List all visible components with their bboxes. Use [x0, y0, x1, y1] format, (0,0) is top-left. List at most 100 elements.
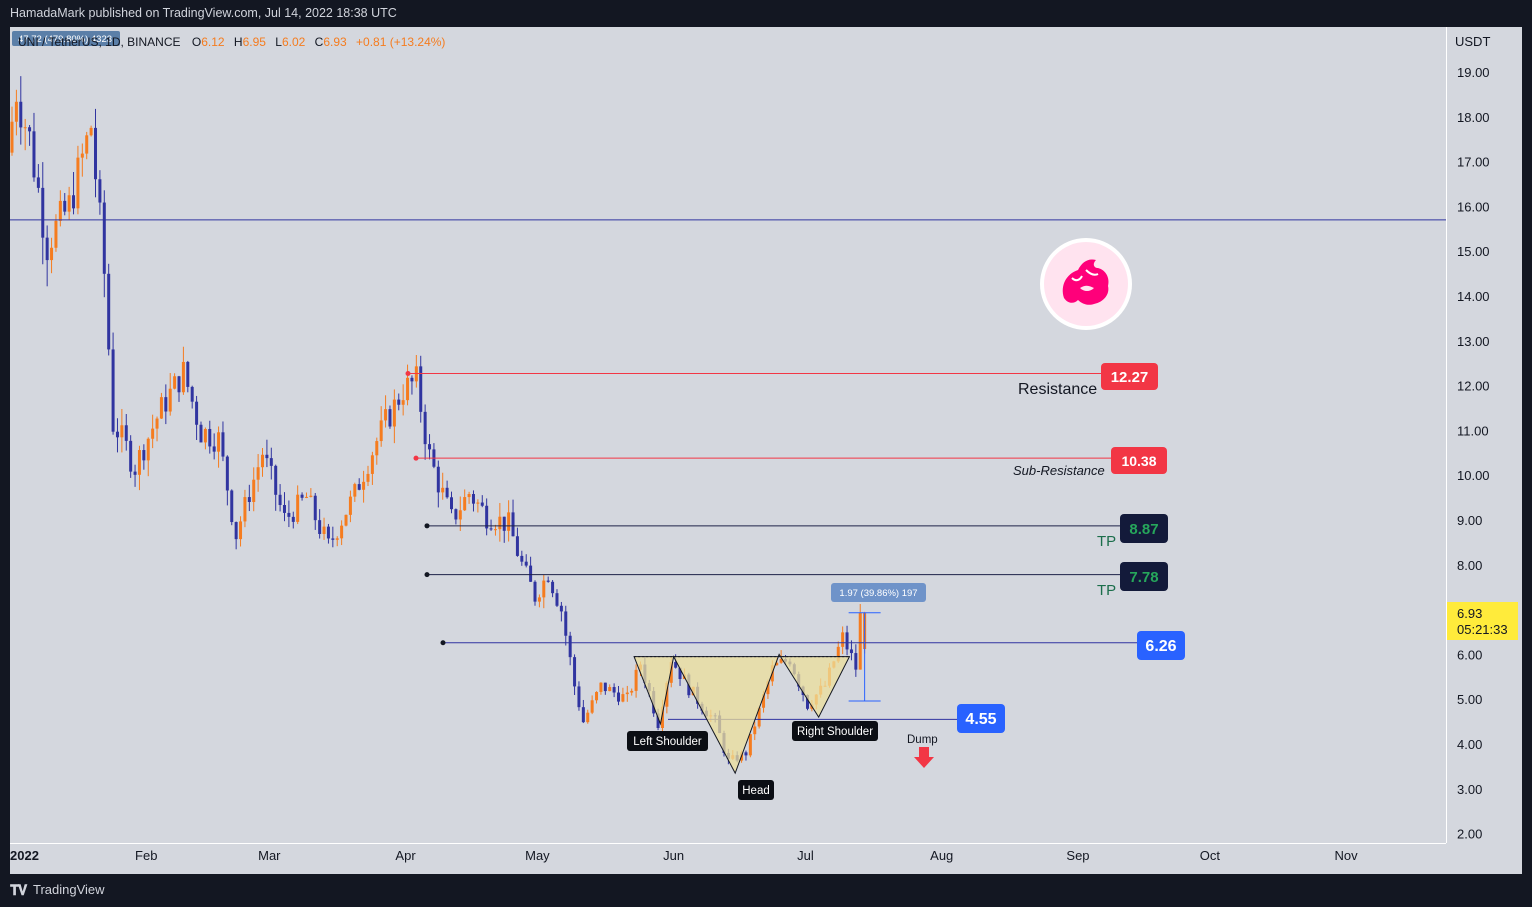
candle-body: [41, 187, 45, 238]
head-label: Head: [742, 785, 770, 797]
candle-body: [458, 510, 462, 520]
candle-body: [181, 361, 185, 393]
dump-label: Dump: [907, 734, 938, 746]
price-chart[interactable]: USDT 19.00 18.00 17.00 16.00 15.00 14.00 13.00…: [0, 27, 1532, 874]
candle-body: [384, 409, 388, 421]
candle-body: [779, 658, 783, 663]
right-shoulder-label: Right Shoulder: [797, 726, 873, 738]
candle-body: [137, 450, 141, 475]
candle-body: [379, 420, 383, 442]
candle-body: [608, 687, 612, 692]
candle-body: [485, 505, 489, 529]
candle-body: [529, 565, 533, 582]
candle-body: [454, 509, 458, 520]
candle-body: [85, 135, 89, 154]
candle-body: [507, 512, 511, 531]
candle-body: [124, 425, 128, 441]
candle-body: [80, 153, 84, 158]
price-tick: 18.00: [1457, 110, 1490, 125]
candle-body: [186, 361, 190, 387]
dump-arrow-icon: [914, 747, 934, 768]
level-lines-layer: [10, 219, 1446, 720]
candle-body: [423, 411, 427, 445]
candle-body: [261, 454, 265, 468]
candle-body: [177, 376, 181, 393]
support-value: 4.55: [965, 711, 996, 728]
price-tick: 3.00: [1457, 782, 1482, 797]
candle-body: [32, 131, 36, 178]
candle-body: [63, 200, 67, 212]
candle-body: [617, 692, 621, 702]
candle-body: [489, 528, 493, 530]
candle-body: [309, 495, 313, 497]
legend-close: 6.93: [323, 35, 347, 49]
candle-body: [239, 521, 243, 540]
candle-body: [511, 512, 515, 537]
head-shoulders-pattern: [633, 612, 881, 775]
time-label: Jul: [797, 848, 814, 863]
current-price-badge: 6.93 05:21:33: [1447, 602, 1518, 640]
candle-body: [190, 386, 194, 402]
right-gutter: [1522, 27, 1532, 874]
candle-body: [498, 516, 502, 530]
candle-body: [111, 349, 115, 432]
candle-body: [669, 662, 673, 683]
time-label: Apr: [395, 848, 416, 863]
candle-body: [537, 597, 541, 602]
candle-body: [471, 494, 475, 504]
candle-body: [476, 502, 480, 504]
publisher-bar: HamadaMark published on TradingView.com,…: [0, 0, 1532, 27]
candle-body: [212, 446, 216, 452]
sub-resistance-line-anchor: [413, 455, 419, 461]
price-tick: 15.00: [1457, 244, 1490, 259]
candle-body: [555, 593, 559, 606]
candle-body: [234, 522, 238, 540]
time-label: Nov: [1335, 848, 1359, 863]
candle-body: [564, 611, 568, 636]
candle-body: [634, 669, 638, 691]
neckline-value: 6.26: [1145, 638, 1176, 655]
candle-body: [392, 399, 396, 427]
price-tick: 5.00: [1457, 692, 1482, 707]
measure-label: 1.97 (39.86%) 197: [839, 588, 917, 599]
candle-body: [480, 502, 484, 506]
neckline-line-anchor: [440, 640, 446, 646]
candle-body: [98, 179, 102, 203]
uniswap-logo: [1040, 238, 1132, 330]
candle-body: [10, 121, 14, 153]
tp1-line-anchor: [424, 523, 430, 529]
symbol-legend[interactable]: 47.72 (479.80%) 4323 UNI / TetherUS, 1D,…: [12, 31, 445, 49]
candle-body: [282, 505, 286, 513]
price-tick: 12.00: [1457, 379, 1490, 394]
time-label: Feb: [135, 848, 157, 863]
candle-body: [203, 428, 207, 443]
neckline-badge: 6.26: [1137, 631, 1185, 660]
candle-body: [450, 497, 453, 510]
candle-body: [766, 681, 770, 695]
tp2-label: TP: [1097, 582, 1116, 599]
candle-body: [775, 662, 779, 666]
tp1-label: TP: [1097, 533, 1116, 550]
candle-body: [54, 220, 58, 248]
candle-body: [586, 712, 590, 723]
candle-body: [304, 496, 308, 498]
candle-body: [401, 400, 405, 405]
time-label: Mar: [258, 848, 281, 863]
legend-close-label: C: [315, 35, 324, 49]
candle-body: [805, 695, 809, 709]
candle-body: [129, 440, 133, 472]
candle-body: [573, 657, 577, 687]
candle-body: [322, 526, 326, 534]
candle-body: [252, 479, 256, 503]
tp1-value: 8.87: [1129, 521, 1158, 538]
candle-body: [406, 377, 410, 401]
candle-body: [221, 432, 225, 457]
price-tick: 8.00: [1457, 558, 1482, 573]
head-tag: Head: [738, 780, 774, 800]
resistance-badge: 12.27: [1101, 363, 1158, 390]
candle-body: [23, 127, 27, 129]
candle-body: [278, 494, 282, 506]
candle-body: [19, 101, 23, 128]
candle-body: [208, 428, 212, 447]
candle-body: [94, 127, 98, 180]
